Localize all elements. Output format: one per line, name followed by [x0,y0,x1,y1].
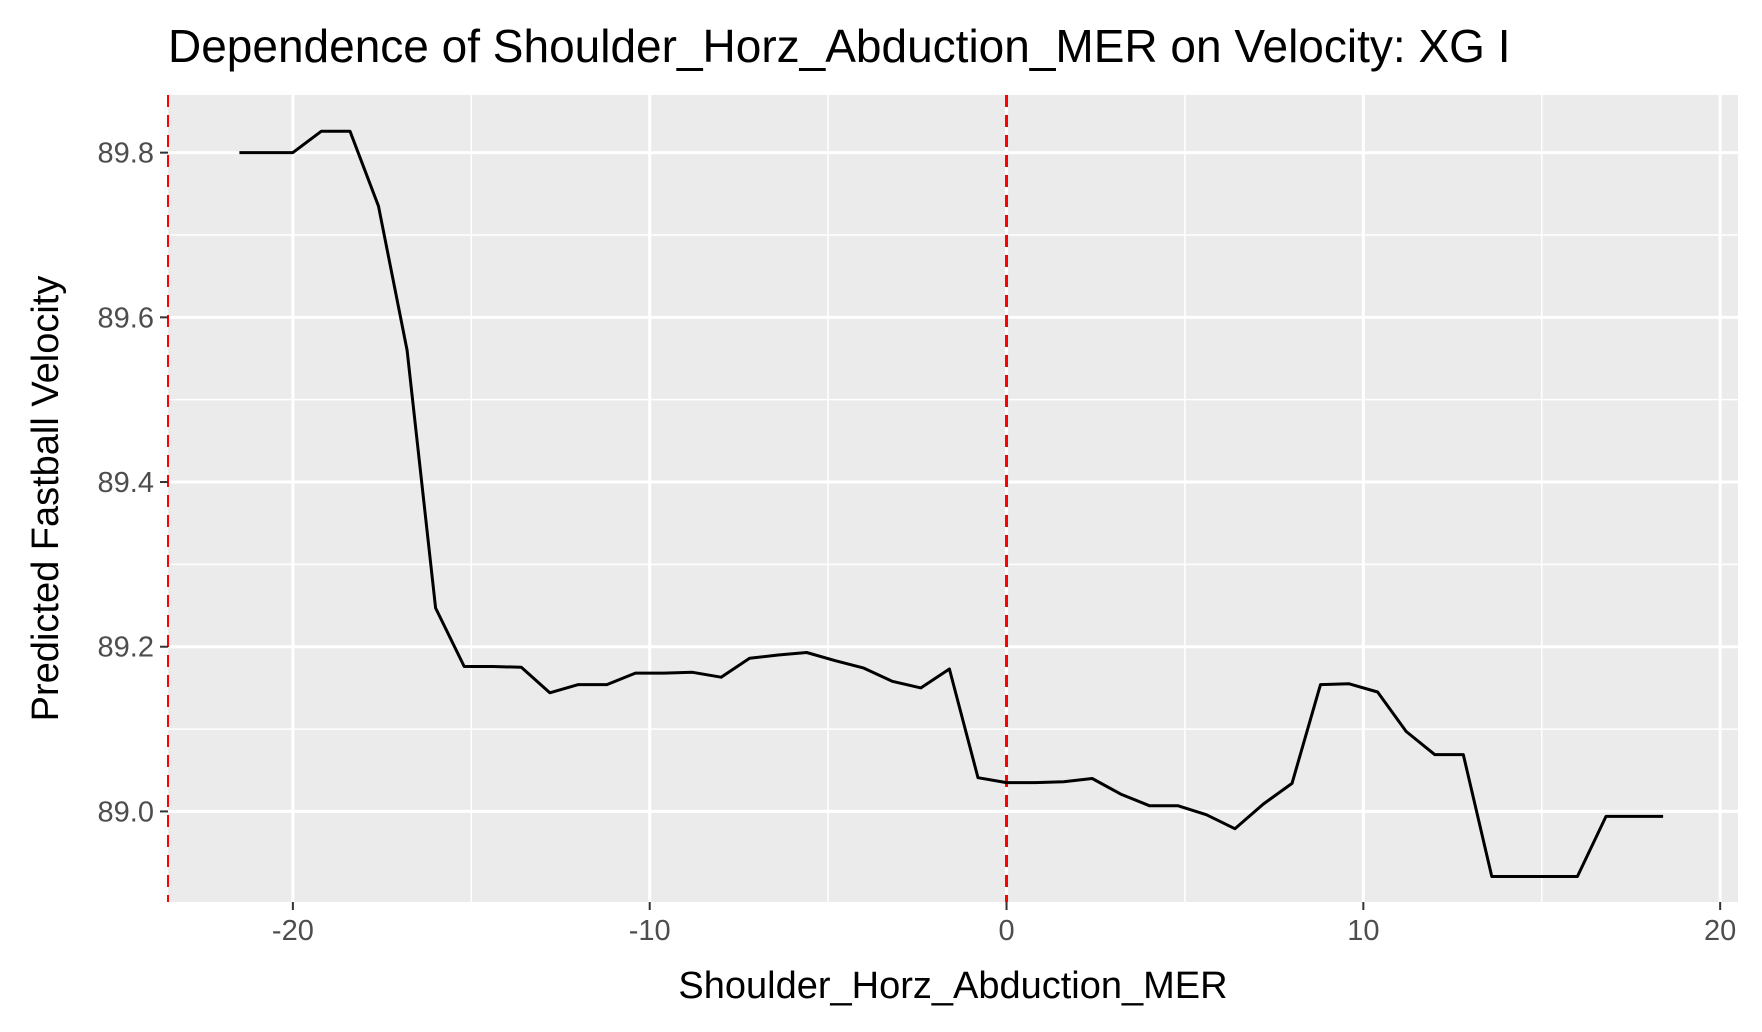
y-tick-label: 89.0 [98,796,154,828]
chart-title: Dependence of Shoulder_Horz_Abduction_ME… [168,20,1510,72]
x-axis-title: Shoulder_Horz_Abduction_MER [678,965,1227,1007]
series-line [239,129,1664,878]
x-tick-label: -20 [272,915,314,947]
y-tick-label: 89.8 [98,138,154,170]
x-tick-label: -10 [629,915,671,947]
y-tick-label: 89.4 [98,467,154,499]
y-tick-label: 89.2 [98,632,154,664]
x-tick-label: 10 [1347,915,1379,947]
series-group [239,129,1664,878]
plot-panel [168,95,1738,902]
y-axis-title: Predicted Fastball Velocity [25,276,67,722]
reference-lines [167,95,1009,902]
x-axis: -20 -10 0 10 20 [272,902,1736,947]
y-axis: 89.0 89.2 89.4 89.6 89.8 [98,138,168,828]
x-tick-label: 0 [998,915,1014,947]
y-tick-label: 89.6 [98,302,154,334]
x-tick-label: 20 [1704,915,1736,947]
